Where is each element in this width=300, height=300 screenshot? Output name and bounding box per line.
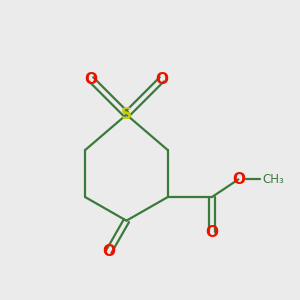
Text: CH₃: CH₃	[262, 173, 283, 186]
Text: O: O	[102, 244, 115, 259]
Text: S: S	[121, 107, 132, 122]
Text: O: O	[205, 225, 218, 240]
Text: O: O	[155, 72, 168, 87]
Text: O: O	[232, 172, 245, 187]
Text: O: O	[85, 72, 98, 87]
